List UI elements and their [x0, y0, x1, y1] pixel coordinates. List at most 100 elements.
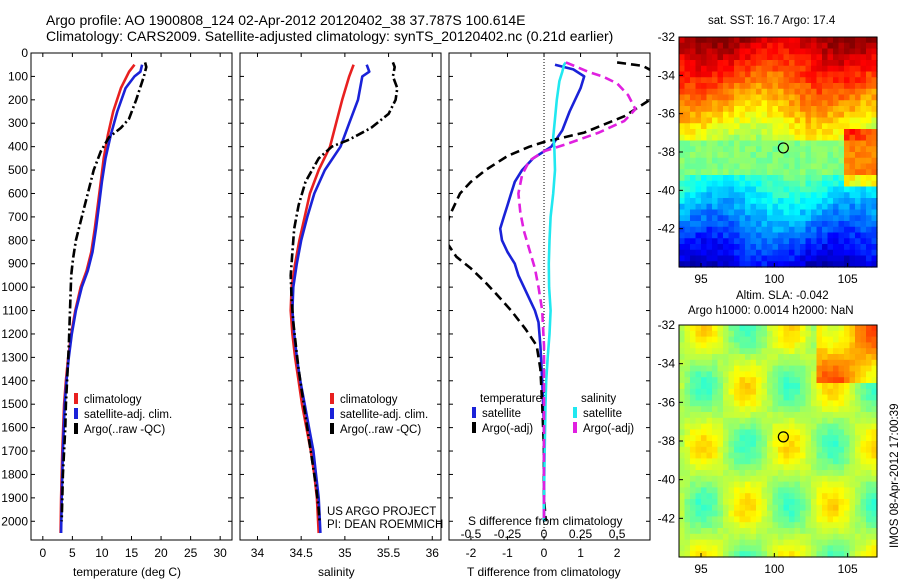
map-cell	[690, 88, 697, 96]
map-cell	[706, 342, 713, 349]
map-cell	[739, 475, 746, 483]
map-cell	[805, 510, 812, 517]
map-cell	[750, 533, 757, 541]
map-cell	[745, 255, 752, 262]
map-cell	[866, 123, 873, 130]
map-cell	[866, 198, 873, 205]
map-cell	[816, 198, 823, 205]
map-cell	[860, 470, 867, 477]
map-cell	[827, 198, 834, 205]
map-cell	[783, 255, 790, 262]
map-cell	[805, 336, 812, 343]
map-cell	[822, 539, 829, 546]
map-cell	[855, 192, 862, 199]
map-cell	[855, 533, 862, 541]
map-cell	[844, 175, 851, 182]
y-tick-label: -36	[658, 107, 676, 121]
map-cell	[695, 261, 702, 268]
map-cell	[860, 377, 867, 384]
map-cell	[767, 325, 774, 332]
map-cell	[827, 377, 834, 384]
map-cell	[684, 77, 691, 84]
map-cell	[800, 551, 807, 558]
map-cell	[783, 192, 790, 199]
map-cell	[772, 203, 779, 211]
map-cell	[871, 371, 878, 378]
map-cell	[717, 111, 724, 119]
map-cell	[750, 504, 757, 512]
map-cell	[838, 388, 845, 396]
map-cell	[712, 383, 719, 390]
map-cell	[822, 244, 829, 251]
map-cell	[679, 522, 686, 529]
map-cell	[866, 100, 873, 107]
map-cell	[684, 37, 691, 44]
map-cell	[756, 487, 763, 494]
map-cell	[745, 54, 752, 61]
map-cell	[690, 551, 697, 558]
map-cell	[717, 42, 724, 50]
map-cell	[794, 510, 801, 517]
map-cell	[772, 111, 779, 119]
y-tick-label: 600	[8, 186, 28, 200]
map-cell	[690, 330, 697, 338]
map-cell	[756, 221, 763, 228]
map-cell	[860, 65, 867, 73]
map-cell	[816, 48, 823, 55]
map-cell	[805, 77, 812, 84]
map-cell	[695, 180, 702, 188]
map-cell	[756, 238, 763, 245]
map-cell	[690, 510, 697, 517]
map-cell	[717, 180, 724, 188]
map-cell	[756, 446, 763, 454]
map-cell	[756, 175, 763, 182]
map-cell	[860, 394, 867, 401]
map-cell	[871, 198, 878, 205]
map-cell	[734, 493, 741, 500]
map-cell	[728, 365, 735, 372]
map-cell	[789, 412, 796, 419]
map-cell	[756, 394, 763, 401]
map-cell	[838, 452, 845, 459]
map-cell	[723, 452, 730, 459]
map-cell	[778, 336, 785, 343]
map-cell	[701, 94, 708, 101]
map-cell	[679, 221, 686, 228]
map-cell	[844, 423, 851, 430]
map-cell	[679, 400, 686, 407]
map-cell	[701, 186, 708, 193]
map-cell	[822, 88, 829, 96]
map-cell	[827, 37, 834, 44]
x-tick-label: 34	[251, 546, 265, 560]
map-cell	[761, 365, 768, 372]
map-cell	[783, 134, 790, 142]
sla-map-subtitle: Argo h1000: 0.0014 h2000: NaN	[688, 305, 854, 317]
map-cell	[838, 493, 845, 500]
map-cell	[723, 406, 730, 413]
map-cell	[800, 435, 807, 442]
map-cell	[778, 226, 785, 234]
map-cell	[767, 371, 774, 378]
map-cell	[701, 129, 708, 136]
map-cell	[750, 330, 757, 338]
map-cell	[734, 60, 741, 67]
map-cell	[849, 504, 856, 512]
map-cell	[783, 435, 790, 442]
map-cell	[734, 394, 741, 401]
map-cell	[695, 221, 702, 228]
map-cell	[805, 400, 812, 407]
map-cell	[728, 516, 735, 523]
map-cell	[734, 255, 741, 262]
map-cell	[871, 499, 878, 506]
map-cell	[767, 383, 774, 390]
map-cell	[783, 163, 790, 170]
map-cell	[706, 336, 713, 343]
map-cell	[750, 394, 757, 401]
map-cell	[805, 458, 812, 465]
map-cell	[684, 163, 691, 170]
map-cell	[783, 221, 790, 228]
map-cell	[778, 412, 785, 419]
map-cell	[717, 129, 724, 136]
map-cell	[844, 342, 851, 349]
map-cell	[723, 388, 730, 396]
